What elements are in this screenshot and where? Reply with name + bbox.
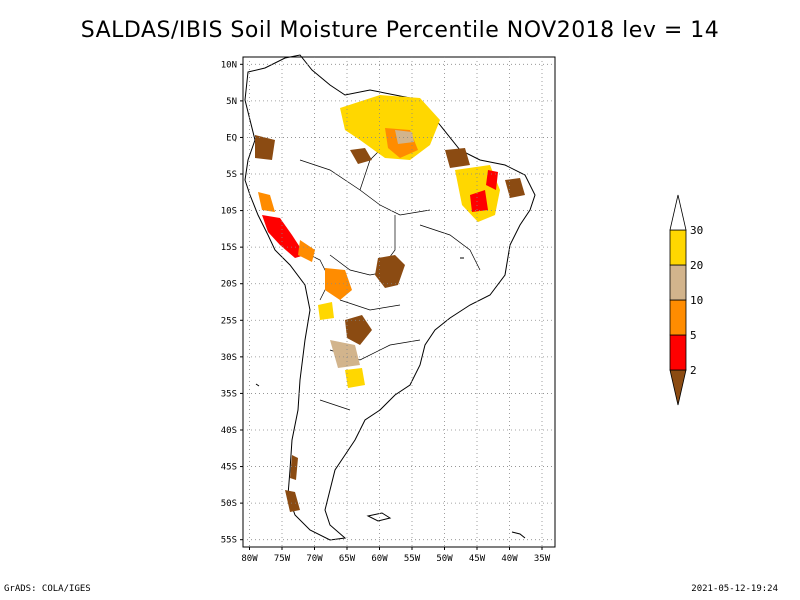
footer-timestamp: 2021-05-12-19:24	[691, 584, 778, 594]
lon-tick-label: 65W	[339, 554, 356, 564]
legend-bin-4	[669, 229, 687, 266]
footer-credit: GrADS: COLA/IGES	[4, 584, 91, 594]
patch-patagonia-brown	[285, 455, 300, 512]
patch-argentina-tan	[330, 340, 360, 368]
lat-tick-label: 55S	[221, 536, 237, 546]
lat-tick-label: 35S	[221, 389, 237, 399]
soil-moisture-patches	[255, 95, 525, 512]
patch-ne-brown	[505, 178, 525, 198]
patch-bolivia-brown	[375, 255, 405, 288]
latitude-labels: 10N 5N EQ 5S 10S 15S 20S 25S 30S 35S 40S 45S 50S 55S	[221, 60, 237, 545]
lon-tick-label: 75W	[274, 554, 291, 564]
lat-tick-label: 10S	[221, 207, 237, 217]
lon-tick-label: 40W	[501, 554, 518, 564]
legend-bin-2	[669, 299, 687, 336]
lon-tick-label: 45W	[469, 554, 486, 564]
lat-tick-label: 15S	[221, 243, 237, 253]
lon-tick-label: 35W	[534, 554, 551, 564]
lat-tick-label: 10N	[221, 60, 237, 70]
lat-tick-label: 20S	[221, 280, 237, 290]
patch-peru-orange	[258, 192, 315, 262]
legend-label: 5	[690, 329, 697, 342]
legend-bin-3	[669, 264, 687, 301]
patch-chaco-brown	[345, 315, 372, 345]
legend-bin-1	[669, 334, 687, 371]
patch-argentina-yellow	[318, 302, 365, 388]
legend-label: 10	[690, 294, 703, 307]
lon-tick-label: 80W	[241, 554, 258, 564]
lat-tick-label: 30S	[221, 353, 237, 363]
legend-label: 20	[690, 259, 703, 272]
legend-label: 2	[690, 364, 697, 377]
lat-tick-label: 5S	[226, 170, 237, 180]
graticule	[240, 57, 555, 550]
color-legend: 2 5 10 20 30	[669, 194, 703, 406]
legend-bin-5	[669, 194, 687, 231]
lon-tick-label: 70W	[306, 554, 323, 564]
patch-north-tan	[395, 130, 414, 144]
map-title: SALDAS/IBIS Soil Moisture Percentile NOV…	[80, 18, 720, 43]
patch-amazon-brown	[255, 135, 470, 168]
legend-bin-0	[669, 369, 687, 406]
longitude-labels: 80W 75W 70W 65W 60W 55W 50W 45W 40W 35W	[241, 554, 550, 564]
patch-peru-red	[262, 215, 305, 258]
island-shapes	[255, 257, 526, 539]
lat-tick-label: EQ	[226, 133, 237, 143]
legend-label: 30	[690, 224, 703, 237]
lat-tick-label: 50S	[221, 499, 237, 509]
lat-tick-label: 25S	[221, 316, 237, 326]
lat-tick-label: 5N	[226, 97, 237, 107]
patch-chaco-orange	[325, 268, 352, 300]
map-frame	[242, 56, 556, 548]
lon-tick-label: 60W	[371, 554, 388, 564]
lon-tick-label: 50W	[436, 554, 453, 564]
lat-tick-label: 40S	[221, 426, 237, 436]
lon-tick-label: 55W	[404, 554, 421, 564]
lat-tick-label: 45S	[221, 463, 237, 473]
